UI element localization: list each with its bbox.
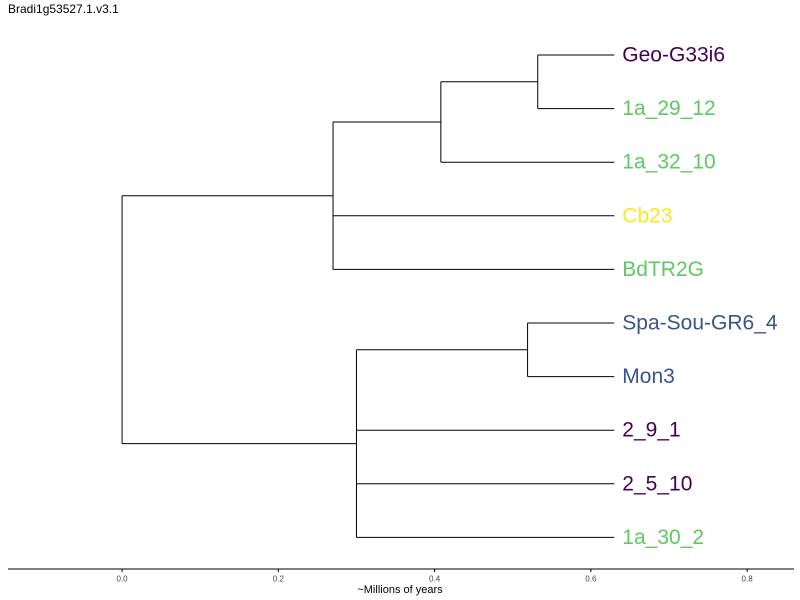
x-tick-label: 0.8 (742, 575, 754, 584)
tip-label: 2_5_10 (622, 472, 692, 495)
x-axis-ticks: 0.0 0.2 0.4 0.6 0.8 (117, 569, 754, 584)
tip-label: 1a_30_2 (622, 526, 704, 549)
tip-label: BdTR2G (622, 258, 704, 281)
x-axis-title: ~Millions of years (357, 584, 443, 596)
x-tick-label: 0.2 (273, 575, 285, 584)
tip-label: Mon3 (622, 365, 675, 388)
branch-lines (121, 54, 615, 538)
tip-label: 1a_32_10 (622, 151, 715, 174)
tip-label: Cb23 (622, 204, 672, 227)
tip-label: 2_9_1 (622, 419, 680, 442)
x-tick-label: 0.4 (429, 575, 441, 584)
page-title: Bradi1g53527.1.v3.1 (8, 2, 119, 16)
x-tick-label: 0.6 (585, 575, 597, 584)
tip-label: 1a_29_12 (622, 97, 715, 120)
tip-label: Geo-G33i6 (622, 44, 725, 67)
x-tick-label: 0.0 (117, 575, 129, 584)
x-axis: 0.0 0.2 0.4 0.6 0.8 ~Millions of years (8, 568, 794, 596)
tip-labels: Geo-G33i6 1a_29_12 1a_32_10 Cb23 BdTR2G Spa-S… (622, 44, 778, 549)
tip-label: Spa-Sou-GR6_4 (622, 312, 778, 335)
